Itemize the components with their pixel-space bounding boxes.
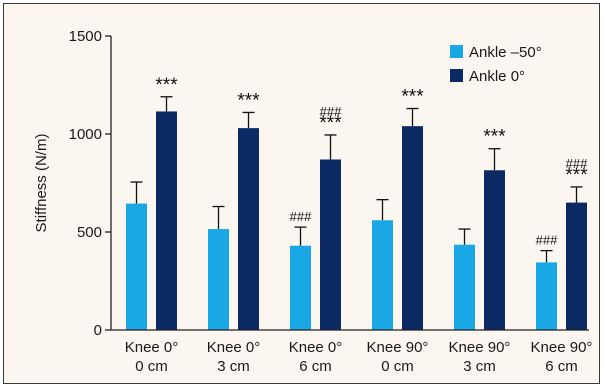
significance-stars: ***: [483, 127, 506, 148]
significance-hash: ###: [536, 233, 558, 248]
x-tick-label: 0 cm: [381, 358, 414, 375]
significance-stars: ***: [237, 90, 260, 111]
significance-stars: ***: [155, 75, 178, 96]
significance-stars: ***: [319, 113, 342, 134]
y-tick-label: 1500: [69, 28, 102, 45]
bar: [454, 244, 475, 330]
x-tick-label: Knee 90°: [531, 339, 593, 356]
x-tick-label: 3 cm: [463, 358, 496, 375]
significance-hash: ###: [320, 104, 342, 119]
x-tick-label: 0 cm: [135, 358, 168, 375]
legend-swatch: [450, 45, 463, 58]
bar: [566, 202, 587, 330]
legend-swatch: [450, 69, 463, 82]
y-tick-label: 1000: [69, 126, 102, 143]
significance-stars: ***: [401, 87, 424, 108]
y-tick-label: 0: [94, 322, 102, 339]
x-tick-label: 3 cm: [217, 358, 250, 375]
bar: [208, 229, 229, 330]
legend-label: Ankle –50°: [469, 44, 542, 61]
x-tick-label: Knee 0°: [125, 339, 179, 356]
x-tick-label: Knee 90°: [367, 339, 429, 356]
y-tick-label: 500: [77, 224, 102, 241]
bar: [402, 126, 423, 330]
y-axis-title: Stiffness (N/m): [33, 134, 50, 233]
x-tick-label: 6 cm: [299, 358, 332, 375]
significance-stars: ***: [565, 165, 588, 186]
x-tick-label: 6 cm: [545, 358, 578, 375]
bar: [320, 159, 341, 330]
significance-hash: ###: [566, 156, 588, 171]
bar: [372, 220, 393, 330]
legend-label: Ankle 0°: [469, 68, 525, 85]
x-tick-label: Knee 90°: [449, 339, 511, 356]
significance-hash: ###: [290, 209, 312, 224]
bar: [238, 128, 259, 330]
x-tick-label: Knee 0°: [207, 339, 261, 356]
bar: [156, 111, 177, 331]
bar: [126, 203, 147, 330]
bar: [536, 262, 557, 330]
bar-chart: 0 500 1000 1500 Stiffness (N/m) *** Knee 0° 0 c…: [33, 28, 593, 375]
bar: [290, 245, 311, 330]
bar: [484, 170, 505, 330]
x-tick-label: Knee 0°: [289, 339, 343, 356]
chart-frame: 0 500 1000 1500 Stiffness (N/m) *** Knee 0° 0 c…: [3, 3, 600, 384]
